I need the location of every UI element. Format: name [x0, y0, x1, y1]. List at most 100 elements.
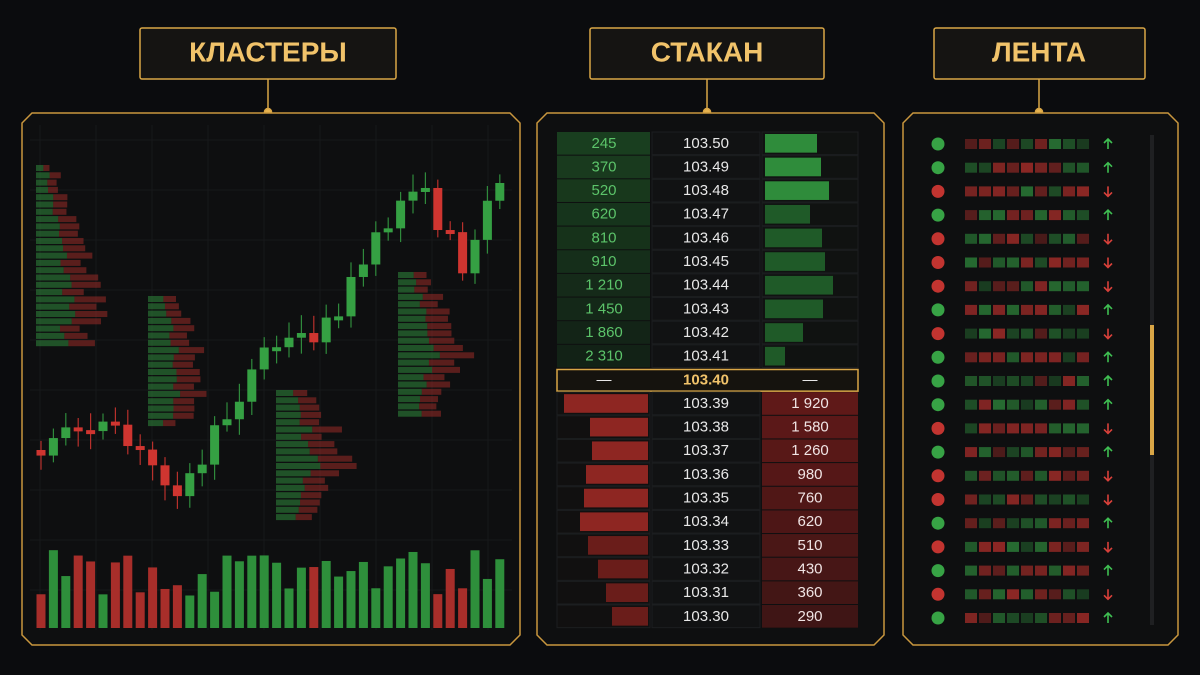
cluster-bar	[62, 289, 84, 296]
panel	[21, 112, 521, 646]
volume-bar	[383, 566, 393, 628]
trade-cell	[1035, 613, 1047, 623]
trade-cell	[993, 423, 1005, 434]
trade-cell	[1035, 494, 1047, 505]
trade-dot	[931, 256, 945, 269]
trade-dot	[931, 421, 945, 435]
candle-body	[61, 427, 71, 439]
cluster-bar	[53, 194, 68, 201]
depth-bar	[765, 275, 833, 295]
trade-cell	[1035, 447, 1047, 458]
trade-cell	[1077, 162, 1089, 173]
trade-cell	[965, 281, 977, 292]
trade-cell	[965, 186, 977, 197]
trade-cell	[979, 210, 991, 221]
candle-body	[383, 228, 393, 233]
trade-cell	[965, 423, 977, 434]
trade-cell	[979, 423, 991, 434]
cluster-bar	[276, 463, 321, 469]
cluster-bar	[304, 484, 329, 491]
trade-arrow	[1103, 161, 1113, 173]
trade-cell	[993, 494, 1005, 505]
cluster-bar	[312, 426, 342, 433]
trade-cell	[1077, 186, 1089, 197]
cluster-bar	[36, 186, 49, 193]
cluster-bar	[36, 259, 61, 266]
trade-cell	[1007, 186, 1019, 197]
candle-body	[309, 333, 319, 343]
price: 103.46	[683, 229, 729, 246]
cell	[762, 439, 858, 463]
trade-cell	[1063, 304, 1075, 315]
cell	[762, 486, 858, 510]
candle-body	[470, 239, 480, 274]
volume-bar	[86, 561, 96, 628]
trade-cell	[1007, 399, 1019, 410]
cell	[762, 510, 858, 534]
candle-body	[284, 337, 294, 348]
trade-cell	[1063, 565, 1075, 576]
volume-bar	[185, 595, 195, 628]
cell	[651, 344, 761, 369]
volume-bar	[197, 574, 207, 628]
cluster-bar	[148, 332, 170, 339]
depth-bar	[765, 346, 785, 366]
cluster-bar	[148, 412, 174, 419]
ask-volume: 1 920	[791, 395, 829, 412]
cluster-bar	[299, 419, 320, 426]
cluster-bar	[68, 340, 95, 347]
trade-cell	[1049, 565, 1061, 576]
cell	[651, 415, 761, 439]
price: 103.49	[683, 158, 729, 175]
volume-bar	[371, 588, 381, 628]
cell	[762, 463, 858, 486]
trade-cell	[1007, 233, 1019, 244]
trade-cell	[1077, 447, 1089, 458]
cluster-bar	[295, 514, 312, 521]
cluster-bar	[47, 179, 57, 186]
trade-cell	[979, 541, 991, 552]
trade-cell	[1035, 399, 1047, 410]
cell	[651, 178, 761, 203]
trade-cell	[1021, 186, 1033, 197]
trade-cell	[1063, 210, 1075, 221]
cell	[557, 202, 650, 226]
trade-cell	[1049, 423, 1061, 434]
trade-cell	[1035, 328, 1047, 339]
trade-cell	[1021, 210, 1033, 221]
trade-cell	[1077, 281, 1089, 292]
trade-cell	[1077, 589, 1089, 600]
cluster-chart	[30, 125, 512, 630]
trade-dot	[931, 327, 945, 341]
volume-bar	[458, 588, 468, 628]
volume-bar	[210, 591, 220, 628]
depth-bar	[765, 181, 829, 200]
trade-cell	[1021, 304, 1033, 315]
volume-bar	[470, 550, 480, 628]
trade-cell	[1035, 589, 1047, 600]
cell	[762, 415, 858, 439]
trade-cell	[979, 186, 991, 197]
trade-cell	[1077, 376, 1089, 386]
trade-cell	[1035, 541, 1047, 552]
cluster-bar	[36, 216, 59, 223]
cluster-bar	[69, 303, 97, 310]
trade-dot	[931, 208, 945, 222]
trade-cell	[1049, 447, 1061, 458]
cluster-bar	[173, 325, 195, 332]
trade-cell	[1007, 139, 1019, 149]
trade-cell	[1021, 376, 1033, 386]
cluster-bar	[164, 303, 179, 310]
price: 103.43	[683, 300, 729, 317]
trade-cell	[979, 518, 991, 529]
cluster-bar	[163, 296, 177, 302]
bid-volume: 370	[591, 158, 616, 175]
cell	[651, 580, 761, 605]
cell	[651, 509, 761, 534]
trade-cell	[1063, 233, 1075, 244]
price: 103.33	[683, 537, 729, 554]
cell	[651, 604, 761, 629]
trade-cell	[1063, 613, 1075, 623]
trade-cell	[1063, 162, 1075, 173]
cluster-bar	[163, 420, 176, 427]
